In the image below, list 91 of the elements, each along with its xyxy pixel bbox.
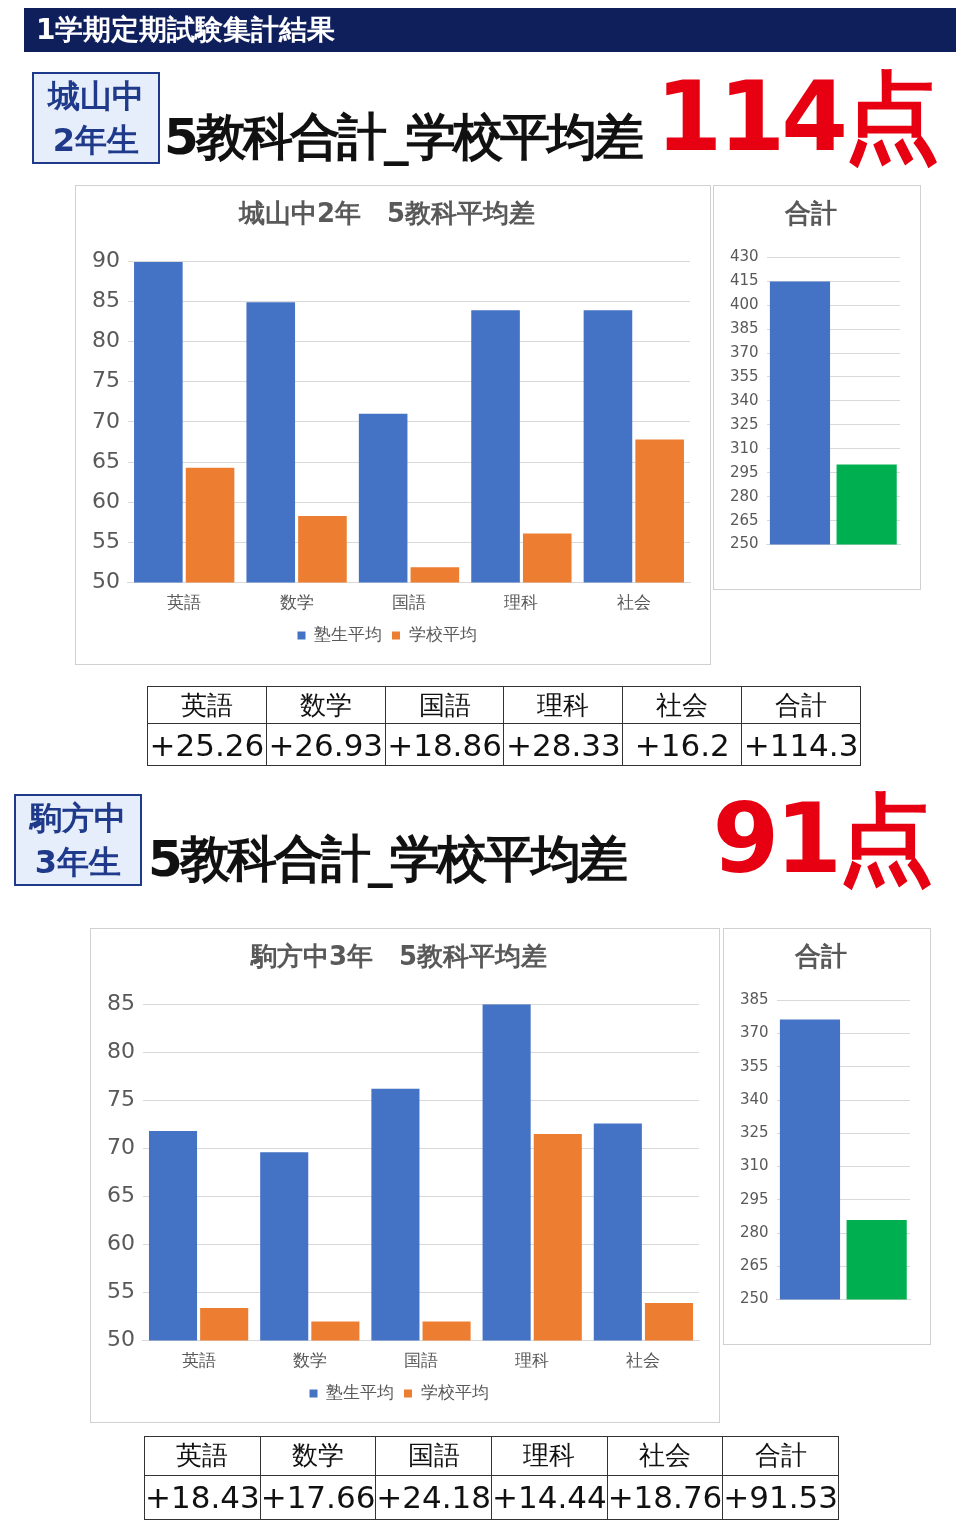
y-tick-label: 85 bbox=[91, 287, 120, 313]
category-label: 数学 bbox=[260, 1436, 376, 1476]
text: 2年生 bbox=[51, 120, 141, 161]
y-tick-label: 55 bbox=[91, 528, 120, 554]
y-tick-label: 85 bbox=[106, 989, 135, 1015]
category-label: 国語 bbox=[375, 1436, 492, 1476]
y-tick-label: 80 bbox=[106, 1037, 135, 1063]
category-label: 英語 bbox=[144, 1436, 261, 1476]
y-tick-label: 90 bbox=[91, 246, 120, 272]
y-tick-label: 55 bbox=[106, 1278, 135, 1304]
category-label: 合計 bbox=[722, 1436, 839, 1476]
y-tick-label: 265 bbox=[739, 1256, 769, 1275]
chart-title: 合計 bbox=[794, 941, 847, 972]
chart-title: 合計 bbox=[784, 198, 837, 229]
legend-label: 塾生平均 bbox=[314, 623, 382, 644]
text: +28.33 bbox=[506, 726, 621, 763]
legend-label: 学校平均 bbox=[408, 623, 477, 644]
text: +18.43 bbox=[145, 1479, 260, 1516]
x-tick-label: 社会 bbox=[616, 592, 651, 613]
y-tick-label: 325 bbox=[739, 1123, 769, 1142]
y-tick-label: 370 bbox=[739, 1023, 769, 1042]
y-tick-label: 60 bbox=[106, 1230, 135, 1256]
y-tick-label: 50 bbox=[91, 568, 120, 594]
category-label: 英語 bbox=[147, 686, 267, 724]
text: +26.93 bbox=[268, 726, 384, 763]
y-tick-label: 75 bbox=[91, 367, 120, 393]
y-tick-label: 250 bbox=[739, 1289, 769, 1308]
y-tick-label: 295 bbox=[739, 1189, 769, 1208]
text: 114点 bbox=[655, 60, 936, 175]
text: +18.86 bbox=[387, 726, 502, 763]
text: +25.26 bbox=[149, 726, 265, 763]
y-tick-label: 385 bbox=[739, 990, 769, 1009]
y-tick-label: 80 bbox=[91, 327, 120, 353]
x-tick-label: 理科 bbox=[504, 592, 539, 613]
category-label: 社会 bbox=[607, 1436, 723, 1476]
y-tick-label: 280 bbox=[729, 486, 759, 505]
text: +18.76 bbox=[607, 1479, 723, 1516]
y-tick-label: 355 bbox=[739, 1056, 769, 1075]
chart-title: 駒方中3年 5教科平均差 bbox=[249, 941, 548, 972]
x-tick-label: 英語 bbox=[181, 1350, 216, 1371]
y-tick-label: 70 bbox=[106, 1134, 135, 1160]
y-tick-label: 60 bbox=[91, 487, 120, 513]
text: 1学期定期試験集計結果 bbox=[24, 8, 956, 52]
text: 5教科合計_学校平均差 bbox=[164, 107, 641, 168]
y-tick-label: 280 bbox=[739, 1222, 769, 1241]
y-tick-label: 325 bbox=[729, 414, 759, 433]
y-tick-label: 65 bbox=[106, 1182, 135, 1208]
y-tick-label: 385 bbox=[729, 318, 759, 337]
y-tick-label: 295 bbox=[729, 462, 759, 481]
y-tick-label: 310 bbox=[739, 1156, 769, 1175]
text: +16.2 bbox=[634, 726, 730, 763]
y-tick-label: 50 bbox=[106, 1326, 135, 1352]
text: +114.3 bbox=[743, 726, 859, 763]
y-tick-label: 75 bbox=[106, 1086, 135, 1112]
x-tick-label: 理科 bbox=[515, 1350, 550, 1371]
y-tick-label: 355 bbox=[729, 366, 759, 385]
text: +24.18 bbox=[376, 1479, 492, 1516]
text: 5教科合計_学校平均差 bbox=[148, 829, 625, 890]
y-tick-label: 415 bbox=[729, 271, 759, 290]
y-tick-label: 65 bbox=[91, 447, 120, 473]
category-label: 社会 bbox=[622, 686, 742, 724]
text: 駒方中 bbox=[28, 798, 127, 839]
x-tick-label: 数学 bbox=[292, 1350, 327, 1371]
category-label: 理科 bbox=[491, 1436, 608, 1476]
legend-label: 学校平均 bbox=[420, 1381, 489, 1402]
category-label: 国語 bbox=[385, 686, 504, 724]
x-tick-label: 英語 bbox=[167, 592, 202, 613]
text: 3年生 bbox=[33, 842, 123, 883]
y-tick-label: 400 bbox=[729, 294, 759, 313]
y-tick-label: 250 bbox=[729, 534, 759, 553]
x-tick-label: 社会 bbox=[626, 1350, 661, 1371]
text: +91.53 bbox=[723, 1479, 839, 1516]
y-tick-label: 340 bbox=[739, 1089, 769, 1108]
category-label: 理科 bbox=[503, 686, 623, 724]
chart-title: 城山中2年 5教科平均差 bbox=[237, 198, 536, 229]
y-tick-label: 370 bbox=[729, 342, 759, 361]
y-tick-label: 310 bbox=[729, 438, 759, 457]
y-tick-label: 340 bbox=[729, 390, 759, 409]
x-tick-label: 国語 bbox=[404, 1350, 438, 1371]
x-tick-label: 国語 bbox=[392, 592, 426, 613]
text: 城山中 bbox=[46, 76, 145, 117]
y-tick-label: 265 bbox=[729, 510, 759, 529]
text: +14.44 bbox=[491, 1479, 607, 1516]
y-tick-label: 430 bbox=[729, 247, 759, 266]
text: 91点 bbox=[712, 782, 930, 897]
category-label: 数学 bbox=[266, 686, 386, 724]
y-tick-label: 70 bbox=[91, 407, 120, 433]
x-tick-label: 数学 bbox=[279, 592, 314, 613]
category-label: 合計 bbox=[741, 686, 861, 724]
legend-label: 塾生平均 bbox=[326, 1381, 394, 1402]
text: +17.66 bbox=[260, 1479, 376, 1516]
